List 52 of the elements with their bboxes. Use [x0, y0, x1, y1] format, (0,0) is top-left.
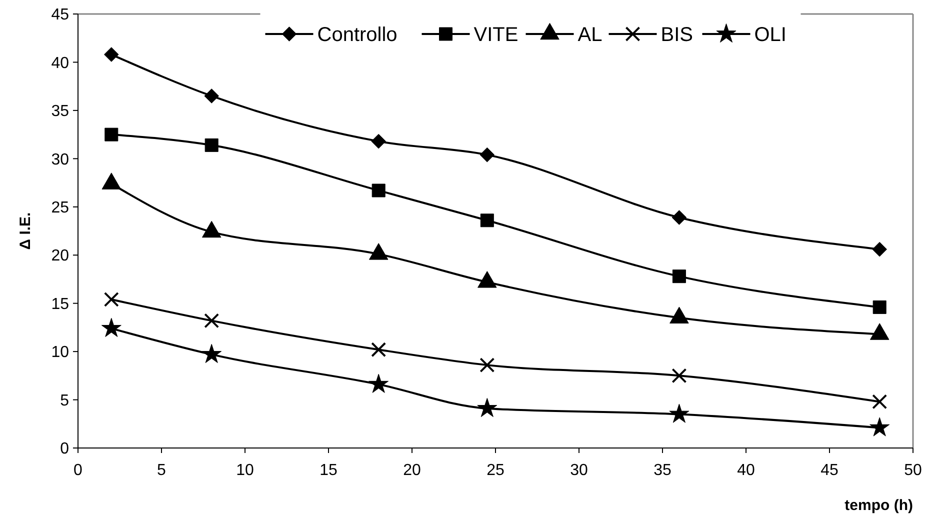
legend-label: OLI — [754, 24, 786, 46]
point — [872, 300, 886, 314]
legend-label: Controllo — [317, 24, 398, 46]
point — [672, 270, 686, 284]
point — [371, 342, 386, 358]
point — [669, 404, 690, 423]
legend-label: AL — [578, 24, 602, 46]
y-tick-label: 5 — [60, 392, 70, 410]
x-tick-label: 5 — [157, 462, 166, 479]
point — [672, 368, 687, 384]
x-tick-label: 15 — [320, 462, 338, 479]
point — [371, 134, 386, 149]
y-tick-label: 15 — [51, 296, 70, 313]
x-tick-label: 10 — [236, 462, 254, 479]
x-tick-label: 35 — [654, 462, 672, 479]
point — [101, 318, 122, 337]
x-axis-title: tempo (h) — [844, 497, 913, 514]
x-tick-label: 45 — [820, 462, 838, 479]
y-tick-label: 40 — [51, 54, 70, 72]
point — [477, 398, 498, 418]
y-tick-label: 25 — [51, 199, 70, 216]
point — [202, 344, 222, 364]
point — [368, 374, 389, 393]
y-tick-label: 20 — [51, 248, 70, 265]
point — [204, 88, 219, 104]
x-tick-label: 0 — [74, 462, 83, 479]
point — [204, 138, 218, 152]
point — [872, 242, 887, 257]
y-axis-title: Δ I.E. — [17, 212, 34, 250]
point — [204, 313, 220, 328]
y-tick-label: 10 — [51, 344, 70, 362]
point — [372, 184, 386, 198]
y-tick-label: 30 — [51, 151, 70, 168]
point — [872, 394, 888, 410]
x-tick-label: 40 — [737, 462, 755, 479]
y-tick-label: 45 — [51, 6, 70, 24]
point — [480, 147, 495, 162]
point — [480, 214, 494, 228]
x-tick-label: 20 — [403, 462, 421, 479]
x-tick-label: 25 — [486, 462, 504, 479]
y-tick-label: 0 — [60, 440, 70, 458]
x-tick-label: 30 — [570, 462, 588, 479]
point — [870, 417, 890, 436]
point — [104, 47, 119, 62]
point — [480, 358, 495, 373]
point — [104, 292, 119, 307]
point — [104, 128, 118, 142]
x-tick-label: 50 — [904, 462, 922, 479]
legend-label: VITE — [474, 24, 518, 46]
point — [672, 210, 687, 225]
y-tick-label: 35 — [51, 103, 70, 120]
legend-label: BIS — [660, 24, 693, 46]
